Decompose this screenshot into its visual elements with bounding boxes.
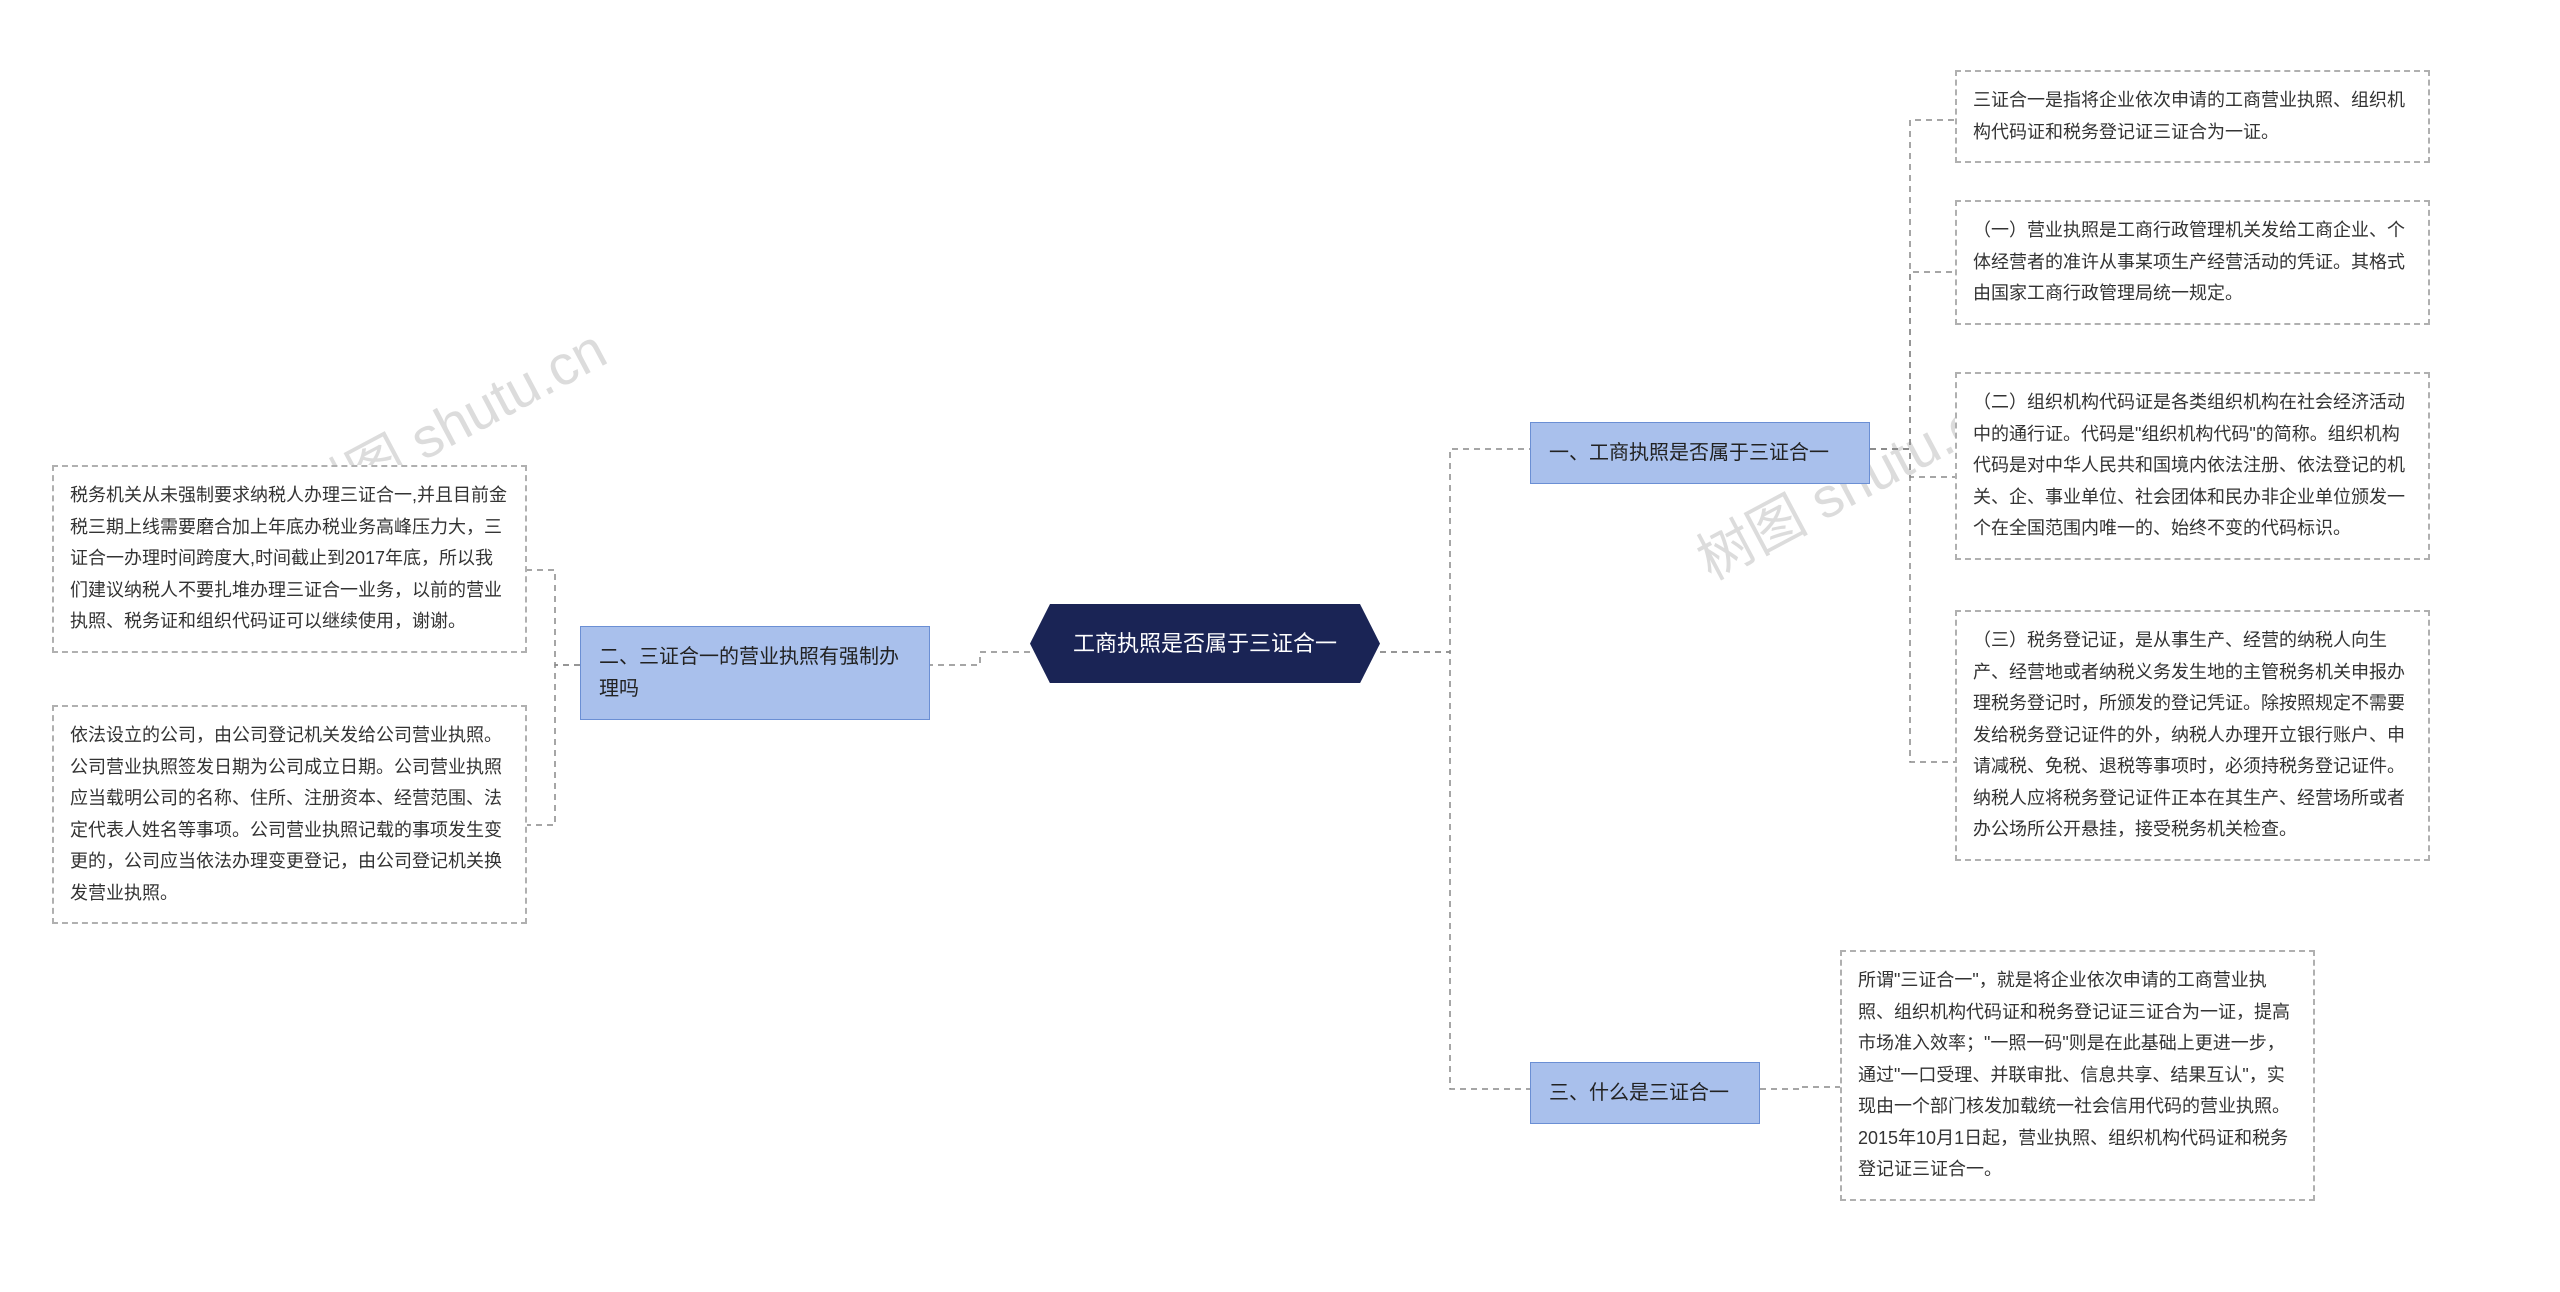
leaf-text: 依法设立的公司，由公司登记机关发给公司营业执照。公司营业执照签发日期为公司成立日… [70,725,502,903]
mindmap-root: 工商执照是否属于三证合一 [1030,604,1380,683]
leaf-text: 所谓"三证合一"，就是将企业依次申请的工商营业执照、组织机构代码证和税务登记证三… [1858,970,2290,1179]
leaf-node: （二）组织机构代码证是各类组织机构在社会经济活动中的通行证。代码是"组织机构代码… [1955,372,2430,560]
leaf-text: （一）营业执照是工商行政管理机关发给工商企业、个体经营者的准许从事某项生产经营活… [1973,220,2405,303]
root-label: 工商执照是否属于三证合一 [1073,631,1337,656]
branch-node-3: 三、什么是三证合一 [1530,1062,1760,1124]
leaf-node: 所谓"三证合一"，就是将企业依次申请的工商营业执照、组织机构代码证和税务登记证三… [1840,950,2315,1201]
leaf-text: （二）组织机构代码证是各类组织机构在社会经济活动中的通行证。代码是"组织机构代码… [1973,392,2405,538]
branch-label: 三、什么是三证合一 [1549,1082,1729,1104]
branch-node-2: 二、三证合一的营业执照有强制办理吗 [580,626,930,720]
leaf-text: 三证合一是指将企业依次申请的工商营业执照、组织机构代码证和税务登记证三证合为一证… [1973,90,2405,142]
branch-label: 二、三证合一的营业执照有强制办理吗 [599,646,899,700]
leaf-node: 依法设立的公司，由公司登记机关发给公司营业执照。公司营业执照签发日期为公司成立日… [52,705,527,924]
leaf-node: 税务机关从未强制要求纳税人办理三证合一,并且目前金税三期上线需要磨合加上年底办税… [52,465,527,653]
leaf-node: （三）税务登记证，是从事生产、经营的纳税人向生产、经营地或者纳税义务发生地的主管… [1955,610,2430,861]
branch-node-1: 一、工商执照是否属于三证合一 [1530,422,1870,484]
leaf-node: 三证合一是指将企业依次申请的工商营业执照、组织机构代码证和税务登记证三证合为一证… [1955,70,2430,163]
leaf-text: （三）税务登记证，是从事生产、经营的纳税人向生产、经营地或者纳税义务发生地的主管… [1973,630,2405,839]
branch-label: 一、工商执照是否属于三证合一 [1549,442,1829,464]
leaf-text: 税务机关从未强制要求纳税人办理三证合一,并且目前金税三期上线需要磨合加上年底办税… [70,485,507,631]
leaf-node: （一）营业执照是工商行政管理机关发给工商企业、个体经营者的准许从事某项生产经营活… [1955,200,2430,325]
